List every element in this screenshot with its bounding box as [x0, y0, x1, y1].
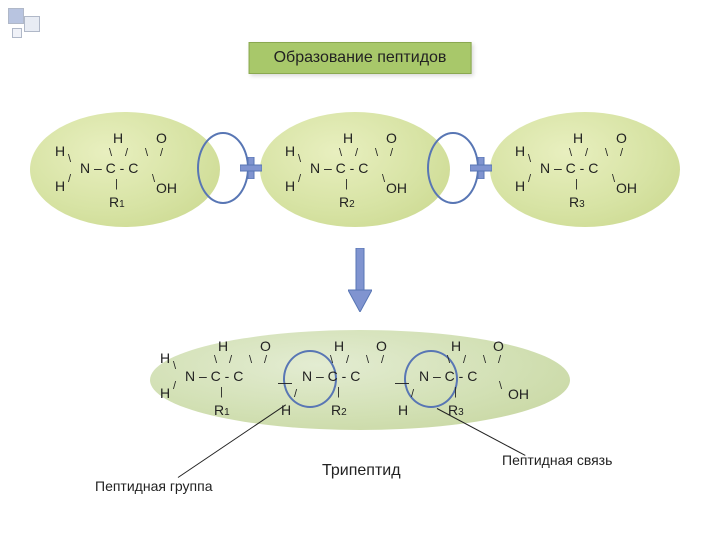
bond-stroke: \	[612, 173, 615, 185]
bond-stroke: \	[68, 153, 71, 165]
tri-o1: O	[260, 338, 271, 354]
bond-stroke: /	[463, 354, 466, 366]
bond-stroke: \	[249, 354, 252, 366]
aa2-center: N – C - C	[310, 160, 368, 176]
aa1-center: N – C - C	[80, 160, 138, 176]
plus-icon	[240, 157, 262, 179]
bond-stroke: /	[160, 147, 163, 159]
corner-square	[12, 28, 22, 38]
bond-stroke: \	[528, 153, 531, 165]
title-box: Образование пептидов	[249, 42, 472, 74]
peptide-bond-label: Пептидная связь	[502, 452, 612, 468]
bond-stroke: \	[483, 354, 486, 366]
bond-stroke: \	[605, 147, 608, 159]
aa1-h-top: H	[113, 130, 123, 146]
aa3-o-top: O	[616, 130, 627, 146]
bond-stroke: \	[375, 147, 378, 159]
aa3-oh: OH	[616, 180, 637, 196]
aa2-oh: OH	[386, 180, 407, 196]
peptide-group-label: Пептидная группа	[95, 478, 213, 494]
bond-stroke: \	[173, 360, 176, 372]
bond-stroke: —	[278, 374, 292, 390]
tri-seg1: N – C - C	[185, 368, 243, 384]
aa2-h-left2: H	[285, 178, 295, 194]
aa3-h-left1: H	[515, 143, 525, 159]
bond-stroke: \	[499, 380, 502, 392]
aa2-h-left1: H	[285, 143, 295, 159]
bond-stroke: \	[366, 354, 369, 366]
aa1-oh: OH	[156, 180, 177, 196]
bond-stroke: /	[346, 354, 349, 366]
bond-stroke: \	[145, 147, 148, 159]
bond-stroke: \	[447, 354, 450, 366]
corner-square	[24, 16, 40, 32]
bond-stroke: \	[214, 354, 217, 366]
tri-h3: H	[218, 338, 228, 354]
corner-square	[8, 8, 24, 24]
aa1-r: R1	[109, 194, 125, 210]
tri-oh: OH	[508, 386, 529, 402]
bond-stroke: /	[381, 354, 384, 366]
aa1-h-left2: H	[55, 178, 65, 194]
bond-stroke: /	[294, 388, 297, 400]
bond-stroke: /	[355, 147, 358, 159]
aa3-h-left2: H	[515, 178, 525, 194]
plus-icon	[470, 157, 492, 179]
bond-stroke: /	[264, 354, 267, 366]
tri-h1: H	[160, 350, 170, 366]
bond-stroke: \	[330, 354, 333, 366]
tri-o2: O	[376, 338, 387, 354]
bond-stroke: \	[298, 153, 301, 165]
bond-stroke: /	[173, 380, 176, 392]
tri-h7: H	[451, 338, 461, 354]
bond-stroke: /	[585, 147, 588, 159]
tri-o3: O	[493, 338, 504, 354]
aa3-r: R3	[569, 194, 585, 210]
arrow-down-icon	[348, 248, 372, 312]
bond-stroke: \	[569, 147, 572, 159]
aa2-o-top: O	[386, 130, 397, 146]
bond-stroke: |	[115, 178, 118, 190]
tri-r2: R2	[331, 402, 347, 418]
aa2-r: R2	[339, 194, 355, 210]
tri-h6: H	[398, 402, 408, 418]
title-text: Образование пептидов	[274, 49, 447, 66]
bond-stroke: \	[382, 173, 385, 185]
bond-stroke: |	[337, 386, 340, 398]
bond-stroke: \	[339, 147, 342, 159]
bond-stroke: /	[498, 354, 501, 366]
bond-stroke: /	[620, 147, 623, 159]
aa3-h-top: H	[573, 130, 583, 146]
bond-stroke: \	[152, 173, 155, 185]
tri-h5: H	[334, 338, 344, 354]
bond-stroke: /	[229, 354, 232, 366]
aa1-o-top: O	[156, 130, 167, 146]
bond-stroke: |	[345, 178, 348, 190]
bond-stroke: —	[395, 374, 409, 390]
bond-stroke: |	[454, 386, 457, 398]
bond-stroke: /	[411, 388, 414, 400]
aa2-h-top: H	[343, 130, 353, 146]
bond-stroke: |	[220, 386, 223, 398]
bond-stroke: \	[109, 147, 112, 159]
bond-stroke: /	[68, 173, 71, 185]
bond-stroke: /	[125, 147, 128, 159]
aa3-center: N – C - C	[540, 160, 598, 176]
aa1-h-left1: H	[55, 143, 65, 159]
bond-stroke: |	[575, 178, 578, 190]
tri-h2: H	[160, 385, 170, 401]
tri-seg2: N – C - C	[302, 368, 360, 384]
bond-stroke: /	[390, 147, 393, 159]
tri-r1: R1	[214, 402, 230, 418]
tripeptide-label: Трипептид	[322, 462, 401, 480]
bond-stroke: /	[298, 173, 301, 185]
bond-stroke: /	[528, 173, 531, 185]
tri-seg3: N – C - C	[419, 368, 477, 384]
